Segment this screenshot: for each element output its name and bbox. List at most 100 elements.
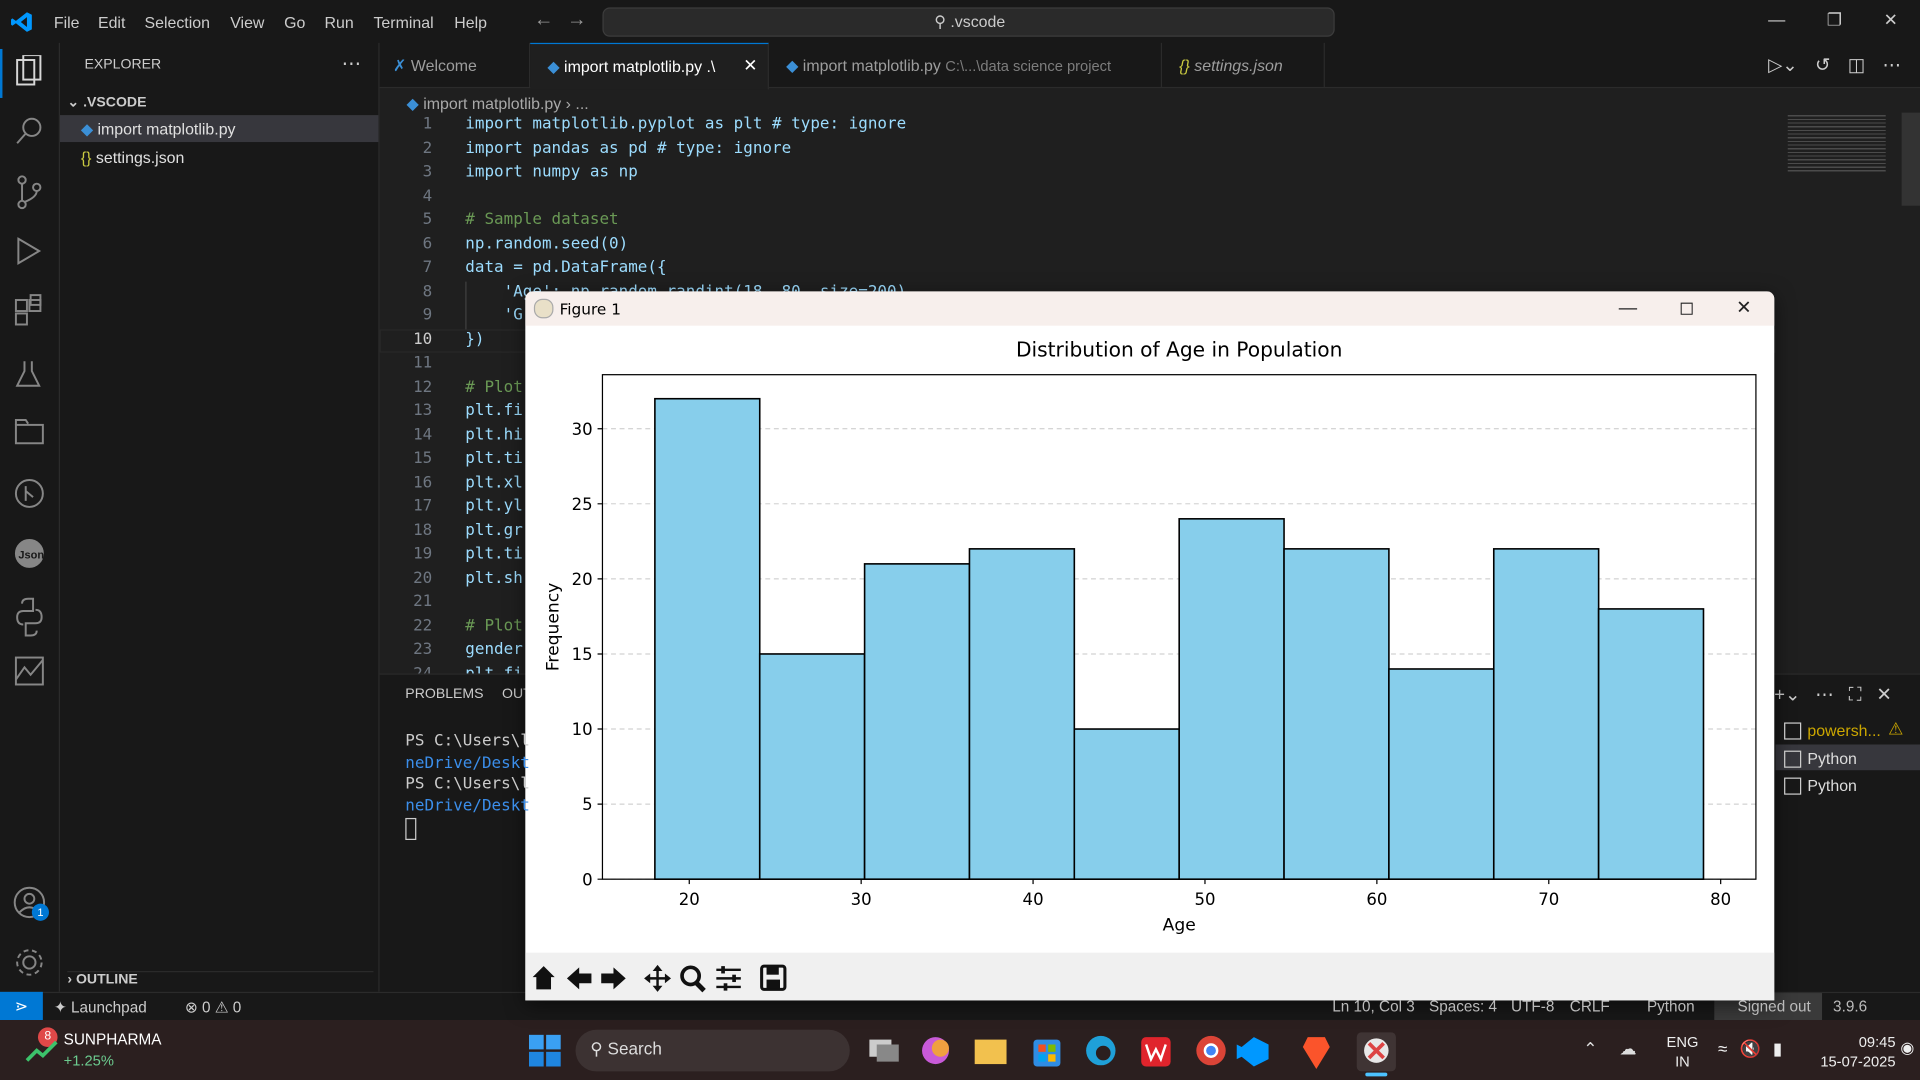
minimap [1787, 112, 1886, 174]
status-item[interactable]: Spaces: 4 [1428, 997, 1498, 1016]
code-line: data = pd.DataFrame({ [465, 258, 667, 277]
terminal-line: neDrive/Deskt [405, 753, 530, 773]
json-icon-label: Json [18, 548, 45, 561]
menu-item[interactable]: Edit [97, 13, 126, 32]
line-number: 4 [422, 186, 433, 206]
search-box[interactable] [575, 1029, 850, 1072]
language-code: ENG [1666, 1033, 1699, 1051]
language[interactable]: ENG IN [1667, 1032, 1699, 1071]
forward-button[interactable]: → [566, 9, 587, 31]
tab-label: import matplotlib.py .\ [564, 57, 716, 76]
line-number: 10 [413, 330, 433, 349]
tab[interactable]: {} settings.json [1162, 42, 1325, 87]
code-line: plt.sh [465, 568, 523, 588]
x-tick-label: 30 [851, 890, 872, 909]
time: 09:45 [1858, 1033, 1896, 1051]
y-tick-label: 30 [572, 420, 593, 439]
terminal-cursor [405, 817, 417, 840]
tab-label: settings.json [1194, 56, 1283, 75]
status-item[interactable]: Ln 10, Col 3 [1332, 997, 1415, 1016]
panel-tab[interactable]: OUT [502, 686, 532, 702]
terminal-selected [1775, 744, 1920, 771]
selected-file-row [60, 115, 379, 143]
tab-active[interactable]: ◆ import matplotlib.py .\ ✕ [530, 42, 769, 90]
terminal-entry[interactable]: powersh... [1807, 721, 1881, 740]
menu-item[interactable]: Go [284, 13, 306, 32]
y-tick-label: 25 [572, 495, 593, 514]
problems-status[interactable]: ⊗ 0 ⚠ 0 [184, 999, 242, 1017]
panel-tab[interactable]: PROBLEMS [405, 686, 484, 702]
launchpad[interactable]: ✦ Launchpad [53, 999, 147, 1017]
error-count: 0 [201, 999, 211, 1017]
tab[interactable]: ◆ import matplotlib.py C:\...\data scien… [769, 42, 1163, 87]
file-item[interactable]: ◆ import matplotlib.py [80, 120, 236, 139]
folder-header[interactable]: ⌄ .VSCODE [67, 95, 147, 111]
activity-icons [14, 55, 44, 686]
menu-item[interactable]: Run [324, 13, 354, 32]
date: 15-07-2025 [1820, 1053, 1896, 1071]
command-center[interactable] [602, 7, 1335, 37]
scrollbar [1901, 112, 1920, 206]
status-item[interactable]: Signed out [1737, 997, 1811, 1016]
chart: Distribution of Age in Population 0 5 10 15 2… [543, 337, 1757, 936]
menu-item[interactable]: File [53, 13, 80, 32]
terminal-icon [1784, 777, 1802, 795]
x-tick-label: 20 [679, 890, 700, 909]
active-indicator [0, 48, 3, 98]
back-button[interactable]: ← [533, 9, 554, 31]
terminal-entry[interactable]: Python [1807, 776, 1857, 795]
search-title: ⚲ .vscode [934, 12, 1006, 31]
line-number: 20 [413, 568, 433, 588]
line-number: 11 [413, 353, 433, 373]
start-button[interactable] [528, 1034, 561, 1067]
code-line: plt.gr [465, 521, 523, 540]
figure-toolbar-icons[interactable] [530, 962, 787, 994]
line-number: 8 [422, 282, 433, 301]
tray-icons: ⌃ ☁ [1583, 1038, 1637, 1058]
code-line: plt.ti [465, 449, 523, 468]
line-number: 22 [413, 616, 433, 635]
chart-title: Distribution of Age in Population [1016, 337, 1342, 361]
menu-item[interactable]: Help [454, 13, 488, 32]
status-item[interactable]: CRLF [1569, 997, 1610, 1016]
code-line: plt.yl [465, 497, 523, 516]
tab-label: import matplotlib.py [802, 56, 941, 75]
menu-item[interactable]: Terminal [373, 13, 434, 32]
x-tick-label: 60 [1366, 890, 1387, 909]
terminal-entry[interactable]: Python [1807, 748, 1857, 768]
bar [1388, 668, 1495, 880]
status-item[interactable]: Python [1646, 997, 1695, 1016]
plot-frame [601, 374, 1757, 880]
x-tick-label: 80 [1710, 890, 1731, 909]
warning-icon: ⚠ [1888, 718, 1904, 739]
line-number: 12 [413, 377, 433, 397]
status-item[interactable]: UTF-8 [1511, 997, 1555, 1016]
remote-button[interactable]: ⋗ [0, 991, 43, 1020]
taskbar-apps[interactable] [864, 1032, 1403, 1072]
line-number: 7 [422, 258, 433, 277]
code-line: # Sample dataset [465, 210, 619, 229]
file-item[interactable]: {} settings.json [80, 148, 185, 167]
menu-item[interactable]: Selection [144, 13, 210, 32]
code-line: 'G [465, 306, 523, 325]
system-icons[interactable]: ≈ 🔇 ▮ [1717, 1038, 1783, 1058]
editor-actions[interactable]: ▷⌄ ↺ ◫ ⋯ [1768, 55, 1901, 76]
outline-header[interactable]: › OUTLINE [67, 971, 374, 987]
figure-controls[interactable]: — ◻ ✕ [1618, 297, 1752, 319]
clock[interactable]: 09:45 15-07-2025 [1800, 1032, 1896, 1071]
notification-icon[interactable]: ◉ [1900, 1038, 1915, 1057]
line-number: 6 [422, 234, 433, 253]
status-item[interactable]: 3.9.6 [1833, 997, 1868, 1016]
line-number: 19 [413, 544, 433, 564]
y-tick-label: 0 [582, 870, 593, 889]
x-axis-label: Age [1163, 916, 1196, 936]
menu-item[interactable]: View [230, 13, 265, 32]
y-tick-label: 20 [572, 570, 593, 589]
figure-icon [533, 298, 554, 319]
panel-actions[interactable]: +⌄ ⋯ ⛶ ✕ [1774, 684, 1892, 706]
line-number: 21 [413, 592, 433, 612]
tab[interactable]: ✗ Welcome [380, 42, 531, 87]
sidebar-more[interactable]: ⋯ [341, 53, 362, 75]
code-line: # Plot [465, 616, 523, 635]
code-line: import pandas as pd # type: ignore [465, 138, 792, 158]
